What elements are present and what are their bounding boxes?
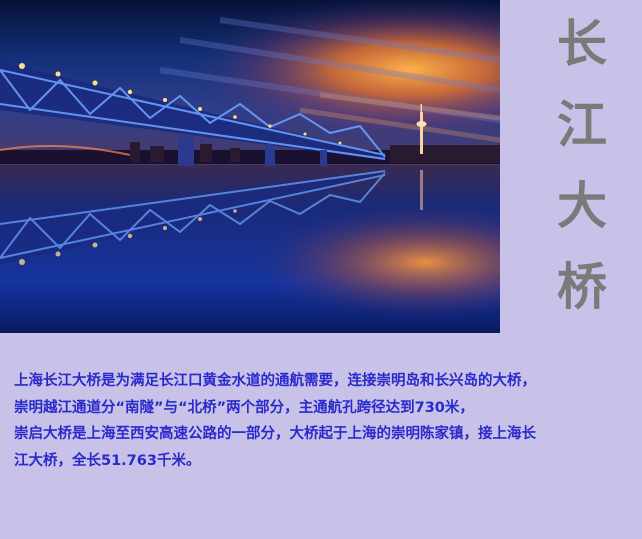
title-char-4: 桥 [557, 257, 607, 316]
description-line-1: 上海长江大桥是为满足长江口黄金水道的通航需要，连接崇明岛和长兴岛的大桥， [14, 373, 536, 389]
title-char-1: 长 [557, 15, 607, 74]
vertical-title: 长 江 大 桥 [500, 0, 642, 333]
title-char-2: 江 [557, 96, 607, 155]
title-char-3: 大 [557, 176, 607, 235]
description-line-4: 江大桥，全长51.763千米。 [14, 452, 201, 469]
description-line-2: 崇明越江通道分“南隧”与“北桥”两个部分，主通航孔跨径达到730米， [14, 399, 474, 416]
bridge-photo [0, 0, 500, 333]
description-text: 上海长江大桥是为满足长江口黄金水道的通航需要，连接崇明岛和长兴岛的大桥， 崇明越… [14, 368, 634, 474]
description-line-3: 崇启大桥是上海至西安高速公路的一部分，大桥起于上海的崇明陈家镇，接上海长 [14, 426, 536, 442]
